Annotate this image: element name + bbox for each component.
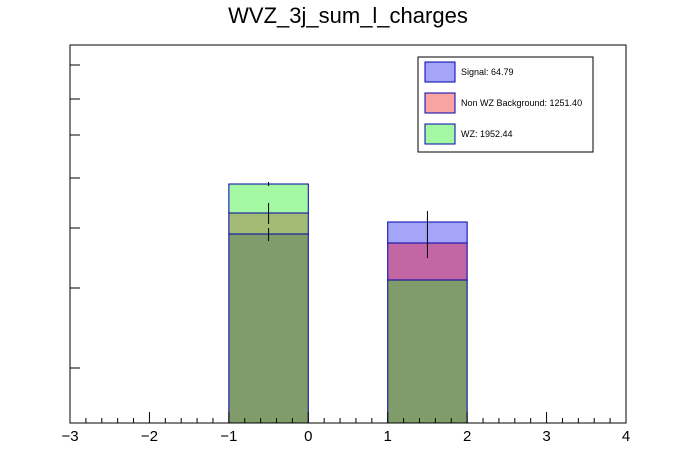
bar-bin2-base: [387, 279, 468, 424]
x-tick-label: −1: [220, 428, 237, 445]
y-axis: [70, 64, 80, 369]
legend-label-wz: WZ: 1952.44: [461, 129, 513, 139]
legend-swatch-nonwz: [424, 92, 456, 114]
x-tick-label: 0: [304, 428, 312, 445]
chart-title: WVZ_3j_sum_l_charges: [228, 3, 468, 28]
x-tick-label: −2: [141, 428, 158, 445]
legend-swatch-signal: [424, 61, 456, 83]
x-tick-label: −3: [61, 428, 78, 445]
legend-swatch-wz: [424, 123, 456, 145]
x-tick-label: 2: [463, 428, 471, 445]
x-tick-label: 3: [542, 428, 550, 445]
x-tick-label: 4: [622, 428, 630, 445]
x-axis: −3 −2 −1 0 1 2 3 4: [61, 412, 630, 445]
bars-layer: [228, 183, 468, 424]
plot-frame: [69, 44, 627, 424]
legend-label-nonwz: Non WZ Background: 1251.40: [461, 98, 582, 108]
legend-label-signal: Signal: 64.79: [461, 67, 514, 77]
bar-bin1-base: [228, 233, 309, 424]
x-tick-label: 1: [384, 428, 392, 445]
error-bars-layer: [268, 182, 428, 258]
legend: Signal: 64.79 Non WZ Background: 1251.40…: [417, 56, 594, 153]
